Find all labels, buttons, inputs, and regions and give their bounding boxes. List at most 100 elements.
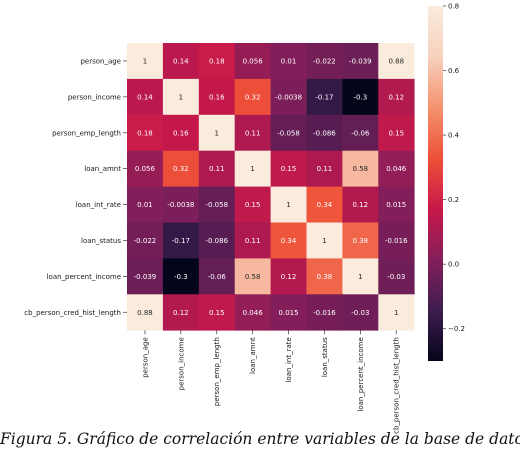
x-tick-label-loan_int_rate: loan_int_rate — [285, 337, 293, 382]
heatmap-cell-loan_percent_income-person_age — [127, 258, 164, 295]
cell-value-label: 1 — [143, 57, 147, 65]
heatmap-cell-person_income-loan_int_rate — [270, 78, 307, 116]
cell-value-label: -0.022 — [313, 57, 336, 65]
y-tick-label-person_age: person_age — [80, 57, 121, 65]
cell-value-label: -0.0038 — [167, 201, 194, 209]
heatmap-cell-person_age-person_age — [127, 43, 164, 80]
heatmap-cell-loan_percent_income-person_income — [162, 258, 200, 295]
cell-value-label: -0.058 — [205, 201, 228, 209]
cell-value-label: 0.88 — [388, 57, 404, 65]
heatmap-cell-person_age-loan_int_rate — [270, 43, 307, 80]
heatmap-cell-person_emp_length-person_income — [162, 114, 200, 152]
cell-value-label: 1 — [358, 273, 362, 281]
heatmap-cell-loan_status-person_income — [162, 222, 200, 259]
heatmap-cell-cb_person_cred_hist_length-loan_percent_income — [342, 294, 379, 331]
heatmap-cell-loan_status-loan_percent_income — [342, 222, 379, 259]
heatmap-cell-loan_int_rate-person_age — [127, 186, 164, 223]
cell-value-label: -0.039 — [134, 273, 157, 281]
heatmap-cell-loan_status-person_emp_length — [198, 222, 236, 259]
cell-value-label: 0.16 — [209, 93, 225, 101]
cell-value-label: 1 — [250, 165, 254, 173]
cell-value-label: -0.06 — [208, 273, 227, 281]
heatmap-cell-person_income-loan_amnt — [234, 78, 271, 116]
colorbar-tick-label: 0.4 — [448, 132, 460, 140]
heatmap-cell-loan_status-person_age — [127, 222, 164, 259]
cell-value-label: 0.58 — [353, 165, 369, 173]
cell-value-label: 0.18 — [137, 129, 153, 137]
cell-value-label: 0.14 — [173, 57, 189, 65]
heatmap-cell-loan_amnt-cb_person_cred_hist_length — [378, 150, 415, 187]
cell-value-label: 1 — [322, 237, 326, 245]
heatmap-cell-loan_status-loan_amnt — [234, 222, 271, 259]
cell-value-label: 0.58 — [245, 273, 261, 281]
cell-value-label: 0.88 — [137, 309, 153, 317]
x-tick-label-loan_percent_income: loan_percent_income — [357, 337, 365, 411]
cell-value-label: -0.0038 — [275, 93, 302, 101]
heatmap-cell-cb_person_cred_hist_length-loan_status — [306, 294, 343, 331]
heatmap-cell-loan_percent_income-loan_int_rate — [270, 258, 307, 295]
heatmap-cell-loan_int_rate-person_income — [162, 186, 200, 223]
x-axis-tick-labels: person_age person_income person_emp_length… — [141, 330, 401, 434]
cell-value-label: -0.3 — [174, 273, 188, 281]
heatmap-cell-person_emp_length-loan_status — [306, 114, 343, 152]
cell-value-label: 1 — [394, 309, 398, 317]
heatmap-cell-loan_percent_income-loan_amnt — [234, 258, 271, 295]
cell-value-label: 0.15 — [281, 165, 297, 173]
cell-value-label: -0.06 — [351, 129, 370, 137]
heatmap-cell-person_income-person_age — [127, 78, 164, 116]
cell-value-label: 0.18 — [209, 57, 225, 65]
cell-value-label: 0.15 — [209, 309, 225, 317]
heatmap-cell-loan_percent_income-loan_status — [306, 258, 343, 295]
cell-value-label: -0.03 — [351, 309, 369, 317]
cell-value-label: 0.056 — [135, 165, 156, 173]
cell-value-label: 0.32 — [173, 165, 189, 173]
cell-value-label: 0.046 — [243, 309, 264, 317]
figure-caption: Figura 5. Gráfico de correlación entre v… — [0, 430, 520, 448]
heatmap-cell-cb_person_cred_hist_length-loan_amnt — [234, 294, 271, 331]
colorbar-tick-label: −0.2 — [448, 325, 465, 333]
y-tick-label-loan_status: loan_status — [81, 237, 121, 245]
cell-value-label: 0.38 — [317, 273, 333, 281]
cell-value-label: -0.039 — [349, 57, 372, 65]
heatmap-cell-loan_amnt-person_age — [127, 150, 164, 187]
heatmap-cell-loan_int_rate-loan_amnt — [234, 186, 271, 223]
cell-value-label: 0.11 — [209, 165, 225, 173]
heatmap-cells: 1 0.14 0.18 0.056 0.01 -0.022 -0.039 0.88 0.14 1 0… — [127, 43, 415, 331]
colorbar-tick-label: 0.8 — [448, 3, 459, 11]
x-tick-label-loan_amnt: loan_amnt — [249, 337, 257, 374]
heatmap-cell-person_emp_length-cb_person_cred_hist_length — [378, 114, 415, 152]
cell-value-label: 0.15 — [245, 201, 261, 209]
cell-value-label: 1 — [179, 93, 183, 101]
y-tick-label-loan_percent_income: loan_percent_income — [47, 273, 121, 281]
heatmap-cell-loan_percent_income-person_emp_length — [198, 258, 236, 295]
cell-value-label: 0.34 — [317, 201, 333, 209]
y-tick-label-person_income: person_income — [68, 93, 121, 101]
cell-value-label: -0.058 — [277, 129, 300, 137]
cell-value-label: -0.03 — [387, 273, 405, 281]
cell-value-label: -0.17 — [315, 93, 333, 101]
heatmap-cell-cb_person_cred_hist_length-person_age — [127, 294, 164, 331]
heatmap-cell-person_income-loan_status — [306, 78, 343, 116]
y-tick-label-person_emp_length: person_emp_length — [52, 129, 121, 137]
cell-value-label: 0.12 — [353, 201, 369, 209]
x-tick-label-person_age: person_age — [141, 337, 149, 378]
y-axis-tick-labels: person_age person_income person_emp_length… — [24, 57, 127, 317]
heatmap-cell-person_income-loan_percent_income — [342, 78, 379, 116]
heatmap-cell-cb_person_cred_hist_length-cb_person_cred_hist_length — [378, 294, 415, 331]
heatmap-cell-loan_percent_income-loan_percent_income — [342, 258, 379, 295]
cell-value-label: -0.3 — [354, 93, 368, 101]
cell-value-label: 0.34 — [281, 237, 297, 245]
y-tick-label-loan_amnt: loan_amnt — [84, 165, 121, 173]
colorbar-tick-label: 0.6 — [448, 67, 460, 75]
heatmap-cell-loan_amnt-loan_status — [306, 150, 343, 187]
heatmap-cell-person_emp_length-person_age — [127, 114, 164, 152]
x-tick-label-cb_person_cred_hist_length: cb_person_cred_hist_length — [393, 337, 401, 434]
x-tick-label-loan_status: loan_status — [321, 337, 329, 377]
heatmap-cell-person_emp_length-loan_amnt — [234, 114, 271, 152]
x-tick-label-person_income: person_income — [177, 337, 185, 390]
cell-value-label: -0.17 — [172, 237, 190, 245]
cell-value-label: 0.16 — [173, 129, 189, 137]
colorbar-ticks: −0.2 0.0 0.2 0.4 0.6 0.8 — [443, 3, 465, 333]
heatmap-cell-person_age-loan_status — [306, 43, 343, 80]
